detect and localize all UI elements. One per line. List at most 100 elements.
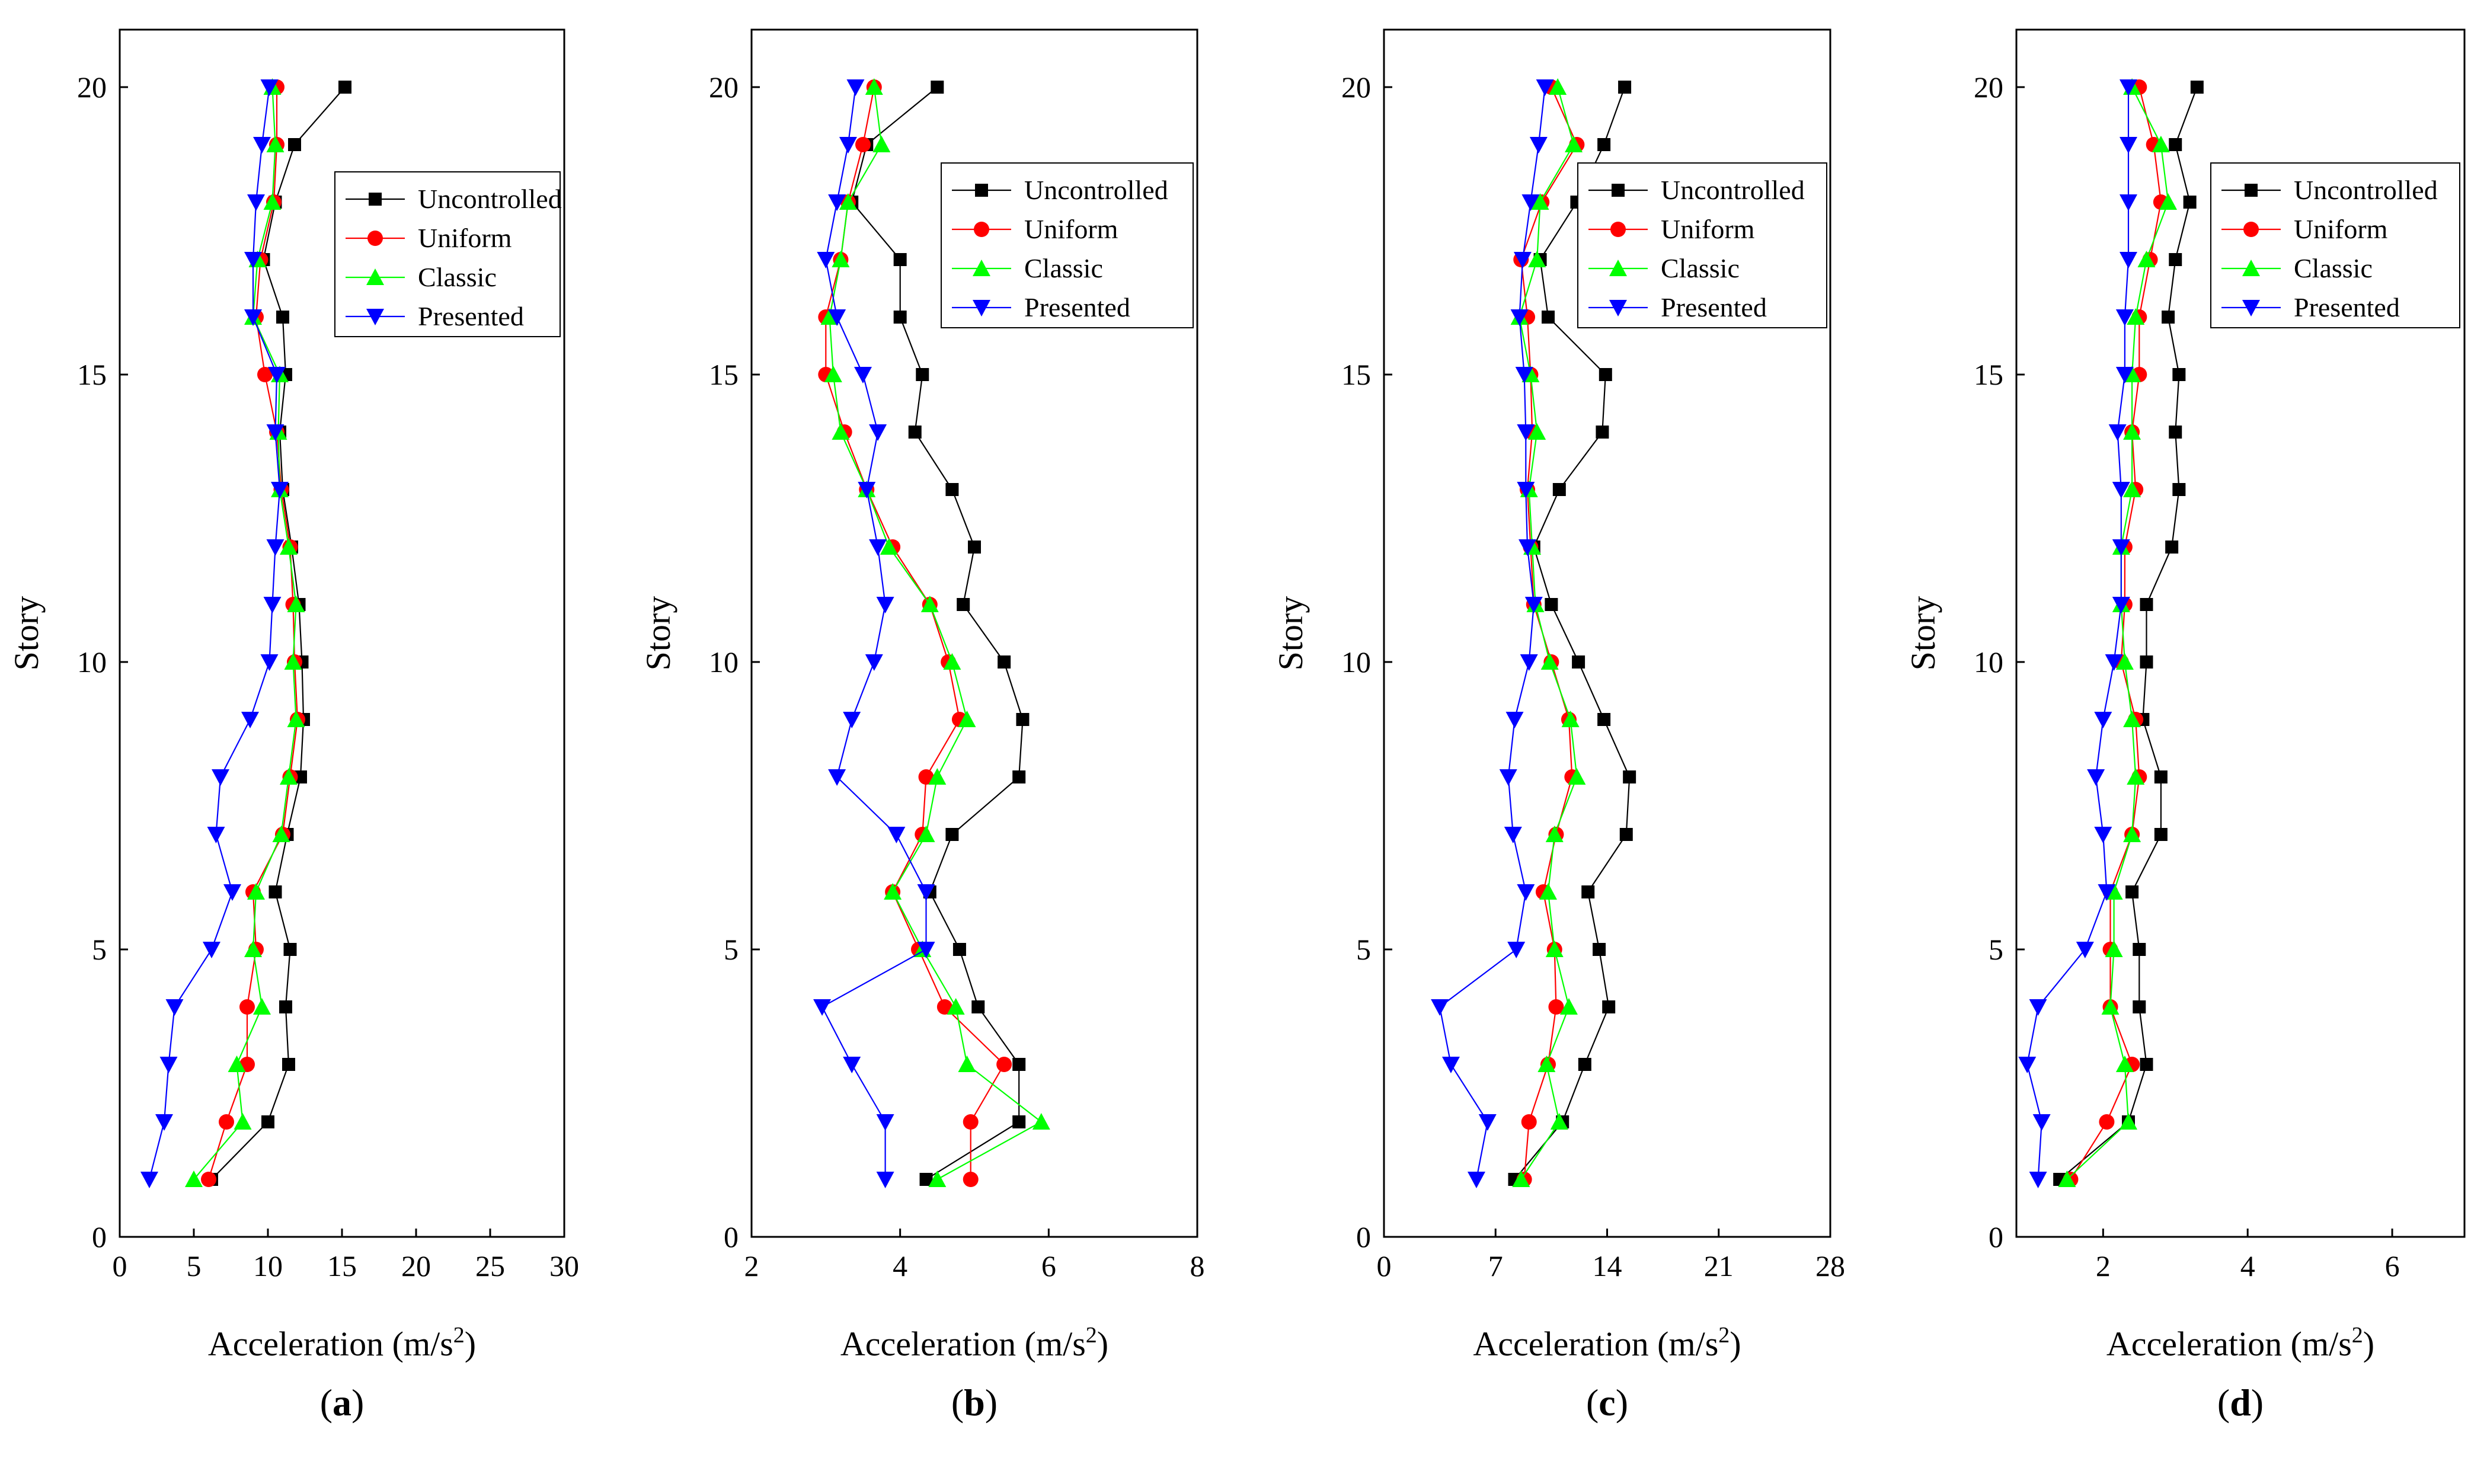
panel-a-classic-point	[287, 596, 305, 612]
panel-d-uncontrolled-point	[2133, 943, 2146, 956]
panel-c-classic-point	[1568, 768, 1586, 785]
panel-d-legend: Uncontrolled Uniform Classic Presented	[2210, 162, 2460, 328]
panel-c-legend-marker	[1609, 300, 1627, 316]
panel-b-uncontrolled-point	[968, 540, 981, 554]
panel-b-classic-point	[880, 538, 898, 555]
panel-a-presented-point	[223, 884, 241, 901]
panel-d-series-classic-line	[2066, 87, 2169, 1180]
panel-c-legend-marker	[1610, 222, 1626, 237]
panel-d-legend-label: Uniform	[2294, 214, 2388, 244]
panel-c-uncontrolled-point	[1599, 368, 1612, 381]
panel-c-presented-point	[1517, 884, 1535, 901]
panel-b-legend-marker	[975, 184, 988, 197]
panel-c-uncontrolled-point	[1597, 713, 1611, 726]
panel-c-uncontrolled-point	[1597, 138, 1611, 151]
panel-d-xtick-label: 2	[2096, 1249, 2111, 1282]
panel-b-classic-point	[958, 711, 976, 727]
panel-a-label: (a)	[320, 1381, 365, 1424]
panel-d-classic-point	[2101, 998, 2120, 1015]
panel-c-presented-point	[1478, 1114, 1497, 1131]
panel-b-presented-point	[865, 654, 883, 671]
panel-d-xlabel-close: )	[2363, 1325, 2374, 1363]
panel-d-plot-area: 2 4 6 0 5 10 15 20	[1974, 28, 2466, 1282]
panel-c-presented-point	[1504, 827, 1522, 843]
panel-b-legend: Uncontrolled Uniform Classic Presented	[941, 162, 1194, 328]
panel-a-xtick-label: 0	[113, 1249, 127, 1282]
panel-a-xtick-label: 20	[401, 1249, 431, 1282]
panel-c-presented-point	[1507, 942, 1526, 958]
panel-d-classic-point	[2137, 251, 2156, 267]
panel-c-classic-point	[1528, 251, 1546, 267]
panel-b-series-classic-line	[829, 87, 1043, 1180]
panel-c-classic-point	[1549, 78, 1567, 95]
panel-a-series-presented-line	[148, 87, 281, 1180]
panel-b-uncontrolled-point	[1012, 1058, 1026, 1071]
panel-c-presented-point	[1521, 194, 1540, 211]
panel-a-uncontrolled-point	[279, 1000, 292, 1013]
panel-c-classic-point	[1540, 653, 1559, 670]
panel-b-legend-label: Classic	[1024, 253, 1103, 283]
panel-c-presented-point	[1524, 597, 1543, 613]
panel-b-legend-label: Uniform	[1024, 214, 1118, 244]
panel-d-classic-point	[2058, 1170, 2076, 1187]
panel-d-xtick-label: 6	[2385, 1249, 2400, 1282]
panel-a-xtick-label: 15	[327, 1249, 357, 1282]
panel-a-legend-label: Uniform	[418, 223, 512, 253]
panel-c-series-classic-line	[1519, 87, 1578, 1180]
panel-d-classic-point	[2123, 423, 2141, 440]
panel-d-uncontrolled-point	[2154, 828, 2168, 841]
panel-b-presented-point	[828, 309, 846, 326]
panel-a-classic-point	[280, 538, 298, 555]
panel-b-presented-point	[813, 999, 832, 1016]
panel-a-presented-point	[155, 1114, 173, 1131]
panel-a-presented-point	[159, 1057, 178, 1073]
panel-d-presented-point	[2029, 999, 2047, 1016]
panel-b-uncontrolled-point	[1016, 713, 1030, 726]
panel-d-uncontrolled-point	[2169, 253, 2182, 266]
panel-c-xlabel-main: Acceleration (m/s	[1473, 1325, 1718, 1363]
panel-d-xtick-label: 4	[2240, 1249, 2255, 1282]
panel-d-uncontrolled-point	[2190, 81, 2204, 94]
panel-a-presented-point	[263, 597, 282, 613]
panel-a-xtick-label: 10	[253, 1249, 283, 1282]
panel-a-xtick-label: 30	[549, 1249, 579, 1282]
panel-d-classic-point	[2105, 941, 2123, 957]
panel-c-classic-point	[1512, 1170, 1530, 1187]
panel-b-presented-point	[839, 137, 857, 153]
panel-c-series-uncontrolled-line	[1514, 87, 1631, 1180]
panel-a-presented-point	[266, 424, 284, 441]
panel-d-legend-label: Classic	[2294, 253, 2373, 283]
panel-c-uncontrolled-point	[1581, 885, 1595, 898]
panel-a-presented-point	[241, 712, 259, 728]
panel-c-xtick-label: 28	[1815, 1249, 1845, 1282]
panel-b-uncontrolled-point	[893, 253, 907, 266]
panel-c-presented-point	[1517, 482, 1535, 498]
panel-d-series-presented-line	[2026, 87, 2130, 1180]
panel-a-classic-point	[228, 1056, 246, 1072]
panel-b-classic-point	[920, 596, 939, 612]
panel-b-legend-marker	[973, 300, 990, 316]
panel-a-presented-point	[203, 942, 220, 958]
panel-b-presented-point	[846, 79, 865, 96]
panel-b-uncontrolled-point	[971, 1000, 985, 1013]
panel-a-presented-point	[260, 79, 279, 96]
panel-b-uncontrolled-point	[916, 368, 929, 381]
panel-a-uncontrolled-point	[282, 1058, 295, 1071]
panel-c-series-uniform-line	[1520, 87, 1578, 1180]
panel-b-ylabel: Story	[639, 596, 677, 671]
panel-b-legend-label: Presented	[1024, 292, 1130, 322]
panel-c-plot-area: 0 7 14 21 28 0 5 10 15 20	[1341, 28, 1845, 1282]
panel-a-xlabel-main: Acceleration (m/s	[208, 1325, 453, 1363]
panel-b-frame	[750, 28, 1198, 1238]
panel-d-presented-point	[2018, 1057, 2037, 1073]
panel-a-xtick-label: 5	[187, 1249, 202, 1282]
panel-a-ytick-label: 0	[92, 1220, 107, 1253]
panel-b-uncontrolled-point	[1012, 1115, 1026, 1128]
panel-d-ytick-label: 15	[1974, 358, 2003, 391]
panel-a-classic-point	[280, 768, 298, 785]
panel-d-presented-point	[2120, 137, 2137, 153]
panel-a-presented-point	[165, 999, 184, 1016]
panel-b-uncontrolled-point	[952, 943, 966, 956]
panel-d-label: (d)	[2217, 1381, 2264, 1424]
panel-d-xlabel-sup: 2	[2352, 1323, 2363, 1348]
